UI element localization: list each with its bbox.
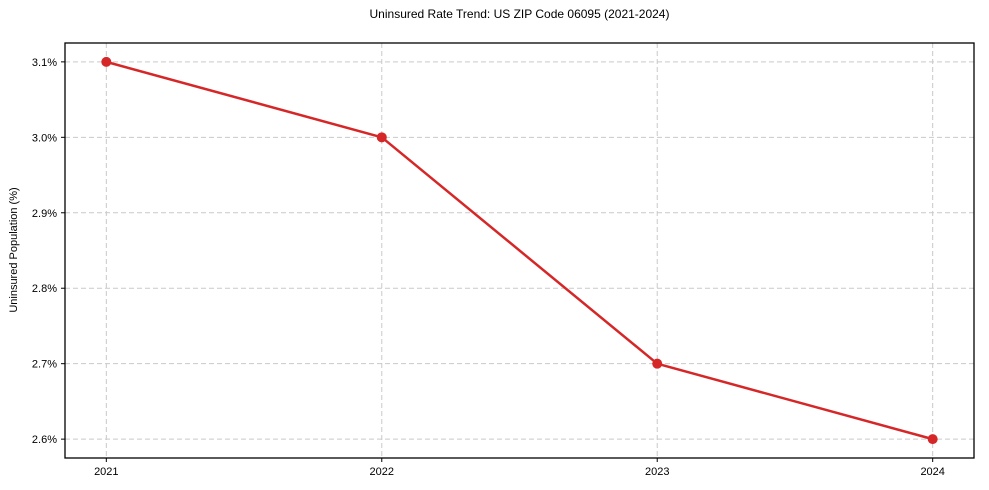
x-tick-label: 2023 [645,466,669,478]
x-tick-label: 2024 [920,466,944,478]
x-tick-label: 2022 [370,466,394,478]
data-point [927,434,938,445]
x-tick-label: 2021 [94,466,118,478]
chart-title: Uninsured Rate Trend: US ZIP Code 06095 … [369,7,670,21]
y-tick-label: 2.9% [32,208,57,220]
data-point [101,56,112,67]
y-tick-label: 2.6% [32,434,57,446]
trend-line [105,60,934,441]
plot-border [64,42,975,459]
y-tick-label: 2.8% [32,283,57,295]
y-tick-label: 3.1% [32,57,57,69]
data-point [652,358,663,369]
data-point [376,132,387,143]
y-tick-label: 3.0% [32,132,57,144]
y-tick-label: 2.7% [32,359,57,371]
